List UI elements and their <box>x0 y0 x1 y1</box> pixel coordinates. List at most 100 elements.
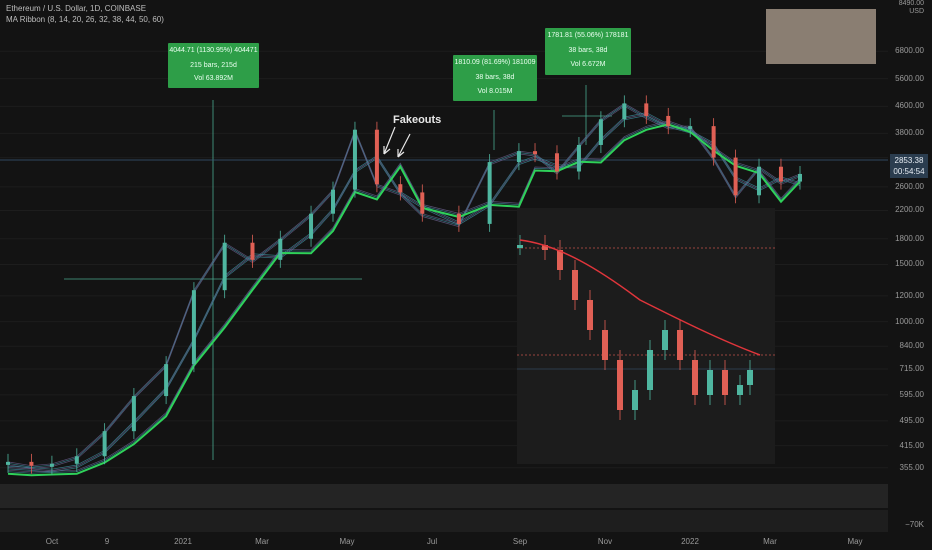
price-tick-label: 715.00 <box>899 363 924 373</box>
fakeout-arrow-2 <box>397 133 411 158</box>
inset-ma-ribbon <box>519 239 761 356</box>
chart-title: Ethereum / U.S. Dollar, 1D, COINBASE <box>6 4 147 13</box>
candle-body <box>309 213 314 239</box>
time-tick-label: 9 <box>105 537 110 546</box>
volume-pane-lower <box>0 510 888 532</box>
candle-body <box>533 151 538 155</box>
price-tick-label: 415.00 <box>899 440 924 450</box>
price-tick-label: 355.00 <box>899 462 924 472</box>
price-tick-label: 595.00 <box>899 389 924 399</box>
price-tick-label: 3800.00 <box>895 128 924 138</box>
candle-body <box>164 364 169 397</box>
candle-body <box>644 103 649 116</box>
candle-body <box>49 463 54 467</box>
measure-box-3-line2: 38 bars, 38d <box>568 47 608 54</box>
inset-candle-body <box>587 300 593 330</box>
time-tick-label: May <box>339 537 354 546</box>
inset-candle-body <box>707 370 713 395</box>
candle-body <box>330 189 335 214</box>
measure-box-2-line1: 1810.09 (81.69%) 181009 <box>454 59 536 66</box>
candle-body <box>757 166 762 196</box>
candle-body <box>278 238 283 260</box>
price-tick-label: 2600.00 <box>895 181 924 191</box>
inset-candle-body <box>542 245 548 250</box>
inset-candle-body <box>617 360 623 410</box>
time-tick-label: Nov <box>598 537 612 546</box>
price-axis-currency: USD <box>909 8 924 15</box>
candle-body <box>222 242 227 291</box>
time-tick-label: Oct <box>46 537 59 546</box>
price-tick-label: 6800.00 <box>895 46 924 56</box>
candle-body <box>711 126 716 158</box>
candle-body <box>420 192 425 214</box>
inset-candle-body <box>602 330 608 360</box>
time-tick-label: 2021 <box>174 537 192 546</box>
candle-body <box>102 431 107 457</box>
candle-body <box>733 157 738 196</box>
price-axis-top-label: 8490.00 <box>898 0 924 7</box>
candle-body <box>554 153 559 172</box>
measure-box-1-line3: Vol 63.892M <box>194 75 233 82</box>
price-tick-label: 840.00 <box>899 341 924 351</box>
candle-body <box>598 119 603 145</box>
candle-body <box>6 461 10 465</box>
inset-candle-body <box>557 250 563 270</box>
measure-box-1-line1: 4044.71 (1130.95%) 404471 <box>169 47 258 54</box>
inset-candle-body <box>632 390 638 410</box>
measure-box-2-line3: Vol 8.015M <box>477 88 513 95</box>
candle-body <box>622 103 627 120</box>
measure-box-1: 4044.71 (1130.95%) 404471 215 bars, 215d… <box>168 43 259 88</box>
volume-pane <box>0 484 888 508</box>
candle-body <box>666 115 671 127</box>
candle-body <box>688 126 693 130</box>
current-price-tag: 2853.38 00:54:54 <box>890 154 928 178</box>
candle-body <box>29 461 34 466</box>
price-tick-label: 2200.00 <box>895 205 924 215</box>
inset-zoom-panel <box>517 208 775 464</box>
price-tick-label: 495.00 <box>899 415 924 425</box>
inset-candle-body <box>692 360 698 395</box>
time-tick-label: May <box>847 537 862 546</box>
candle-body <box>798 173 802 182</box>
inset-candle-body <box>662 330 668 350</box>
inset-candle-body <box>722 370 728 395</box>
price-tick-label: 1000.00 <box>895 316 924 326</box>
measure-box-3: 1781.81 (55.06%) 178181 38 bars, 38d Vol… <box>545 28 631 75</box>
inset-candle-body <box>677 330 683 360</box>
inset-candle-body <box>747 370 753 385</box>
watermark-logo <box>766 9 876 64</box>
candle-body <box>250 242 255 260</box>
candle-body <box>487 162 492 224</box>
measure-box-2: 1810.09 (81.69%) 181009 38 bars, 38d Vol… <box>453 55 537 101</box>
price-tick-label: 1500.00 <box>895 259 924 269</box>
measure-box-3-line3: Vol 6.672M <box>570 61 606 68</box>
measure-box-1-line2: 215 bars, 215d <box>190 62 237 69</box>
inset-candle-body <box>737 385 743 395</box>
candle-body <box>131 396 136 432</box>
volume-axis-label: −70K <box>905 520 924 529</box>
inset-candle-body <box>572 270 578 300</box>
price-tick-label: 1200.00 <box>895 290 924 300</box>
candle-body <box>352 129 357 190</box>
measure-box-2-line2: 38 bars, 38d <box>475 74 515 81</box>
price-tick-label: 4600.00 <box>895 101 924 111</box>
time-tick-label: Mar <box>255 537 269 546</box>
bar-countdown: 00:54:54 <box>893 167 925 176</box>
measure-box-3-line1: 1781.81 (55.06%) 178181 <box>547 32 629 39</box>
price-tick-label: 1800.00 <box>895 233 924 243</box>
candle-body <box>374 129 379 185</box>
time-tick-label: Jul <box>427 537 437 546</box>
candle-body <box>398 184 403 193</box>
candle-body <box>516 151 521 163</box>
fakeout-arrow-1 <box>383 126 396 155</box>
candle-body <box>191 290 196 365</box>
inset-candle-body <box>517 245 523 248</box>
time-tick-label: 2022 <box>681 537 699 546</box>
current-price: 2853.38 <box>894 156 924 165</box>
candle-body <box>576 144 581 172</box>
price-tick-label: 5600.00 <box>895 73 924 83</box>
indicator-label[interactable]: MA Ribbon (8, 14, 20, 26, 32, 38, 44, 50… <box>6 15 164 24</box>
candle-body <box>778 166 783 182</box>
candle-body <box>74 456 79 464</box>
